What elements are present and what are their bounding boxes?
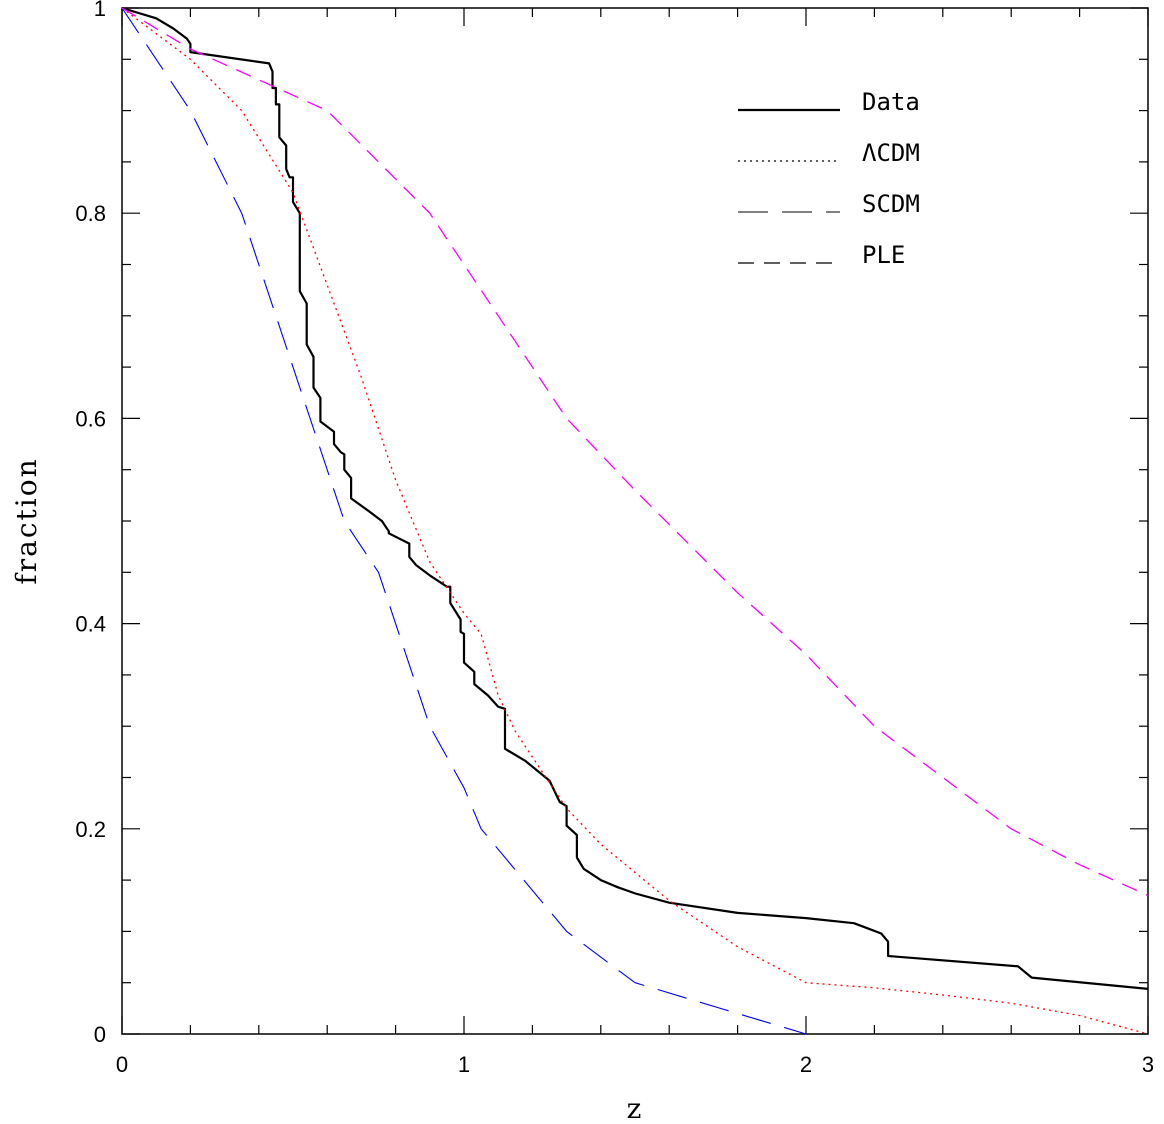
series-line-4 (121, 7, 1149, 897)
x-tick-label: 1 (458, 1052, 470, 1077)
series-line-3 (121, 7, 807, 1035)
legend-label-4: PLE (862, 241, 905, 269)
legend-label-3: SCDM (862, 190, 920, 218)
y-axis-title: fraction (10, 457, 43, 584)
axis-tick-labels: 0 1 2 3 0 0.2 0.4 0.6 0.8 1 (75, 0, 1154, 1077)
legend-label-2: ΛCDM (862, 139, 920, 167)
y-tick-label: 0.6 (75, 406, 106, 431)
legend: Data ΛCDM SCDM PLE (738, 88, 920, 269)
x-tick-label: 2 (800, 1052, 812, 1077)
x-axis-title: z (627, 1092, 644, 1124)
y-tick-label: 0.4 (75, 612, 106, 637)
x-tick-label: 0 (116, 1052, 128, 1077)
y-tick-label: 0 (94, 1022, 106, 1047)
plot-frame (121, 7, 1149, 1035)
chart-series (121, 6, 1149, 1035)
series-line-2 (121, 7, 1149, 1035)
y-tick-label: 0.2 (75, 817, 106, 842)
legend-label-1: Data (862, 88, 920, 116)
x-tick-label: 3 (1142, 1052, 1154, 1077)
axis-ticks (121, 7, 1149, 1035)
y-tick-label: 0.8 (75, 201, 106, 226)
y-tick-label: 1 (94, 0, 106, 21)
series-line-1 (121, 6, 1149, 990)
